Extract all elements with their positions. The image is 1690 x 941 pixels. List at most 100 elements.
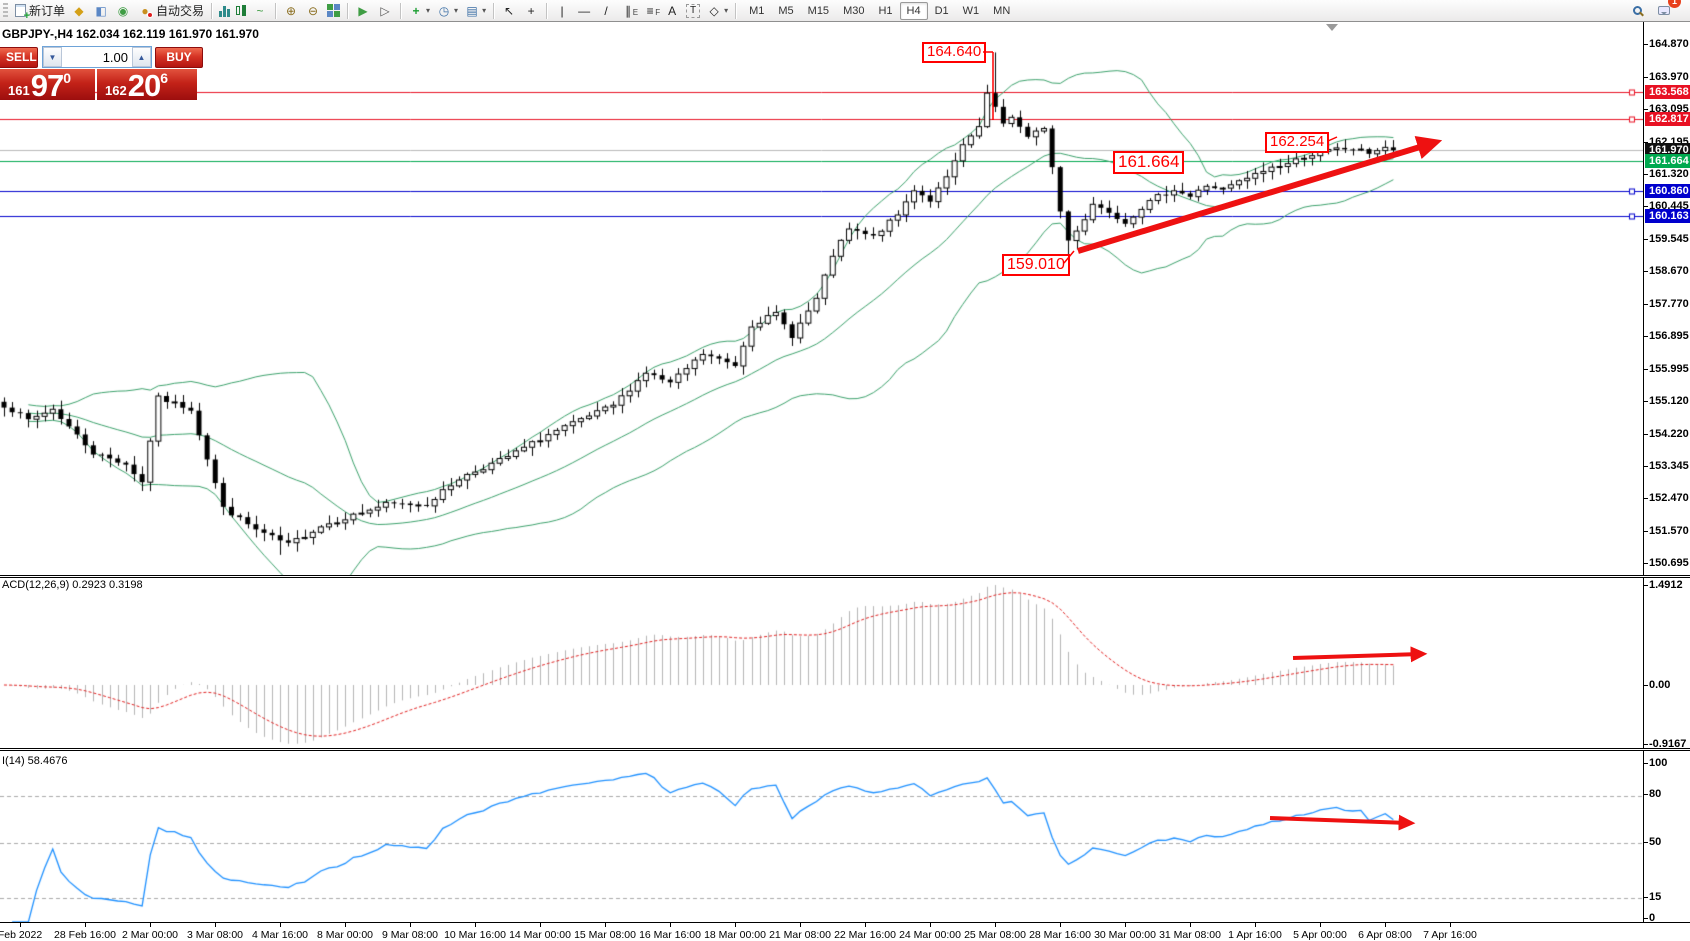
line-chart-icon[interactable]: ~ (249, 1, 271, 21)
shapes-button[interactable]: ◇ ▾ (703, 1, 731, 21)
crosshair-button[interactable]: + (520, 1, 542, 21)
rsi-panel-canvas[interactable] (0, 751, 1643, 922)
chart-shift-icon[interactable]: ▷ (374, 1, 396, 21)
price-tick-label: 156.895 (1649, 330, 1689, 342)
trend-line-button-glyph: / (604, 3, 608, 18)
search-icon (1633, 6, 1642, 15)
toolbar-separator (347, 2, 349, 19)
market-watch-icon-glyph: ◧ (95, 3, 107, 18)
time-tick (605, 923, 606, 927)
text-button[interactable]: A (661, 1, 683, 21)
tf-button-M30[interactable]: M30 (836, 2, 871, 20)
time-label: 1 Apr 16:00 (1228, 929, 1282, 941)
tf-button-M5[interactable]: M5 (771, 2, 800, 20)
sell-price-display[interactable]: 161 97 0 (0, 69, 95, 101)
equidistant-channel-button[interactable]: ∥ E (617, 1, 639, 21)
volume-stepper: ▼ 1.00 ▲ (42, 46, 152, 68)
axis-tick (1644, 401, 1648, 402)
line-chart-icon-glyph: ~ (256, 3, 264, 18)
period-button[interactable]: ◷ ▾ (433, 1, 461, 21)
time-label: 21 Mar 08:00 (769, 929, 831, 941)
annotation-161664[interactable]: 161.664 (1113, 151, 1185, 174)
plus-icon: + (23, 10, 30, 22)
trend-line-button[interactable]: / (595, 1, 617, 21)
profile-icon[interactable]: ◆ (68, 1, 90, 21)
signals-icon[interactable]: ◉ (112, 1, 134, 21)
axis-tick (1644, 239, 1648, 240)
add-indicator-button[interactable]: + ▾ (405, 1, 433, 21)
vertical-line-button-glyph: | (560, 3, 564, 18)
axis-tick (1644, 466, 1648, 467)
tf-button-D1[interactable]: D1 (928, 2, 956, 20)
toolbar-separator (493, 2, 495, 19)
volume-increase-button[interactable]: ▲ (132, 47, 151, 67)
time-tick (410, 923, 411, 927)
one-click-trading-panel: SELL ▼ 1.00 ▲ BUY 161 97 0 162 20 6 (0, 46, 210, 101)
time-axis[interactable]: Feb 2022 28 Feb 16:00 2 Mar 00:00 3 Mar 08:… (0, 922, 1690, 941)
tf-button-M15[interactable]: M15 (801, 2, 836, 20)
price-tick-label: 157.770 (1649, 298, 1689, 310)
axis-tick (1644, 434, 1648, 435)
candlestick-icon (236, 4, 247, 17)
notifications-button[interactable]: 1 (1655, 0, 1681, 21)
rsi-indicator-label: I(14) 58.4676 (2, 755, 68, 767)
search-button[interactable] (1630, 1, 1645, 21)
cursor-button[interactable]: ↖ (498, 1, 520, 21)
auto-scroll-icon[interactable]: ▶ (352, 1, 374, 21)
annotation-159010[interactable]: 159.010 (1002, 254, 1070, 276)
tf-button-W1[interactable]: W1 (956, 2, 987, 20)
volume-value[interactable]: 1.00 (102, 49, 128, 65)
horizontal-line-button[interactable]: — (573, 1, 595, 21)
add-indicator-button-glyph: + (412, 3, 420, 18)
zoom-in-icon[interactable]: ⊕ (280, 1, 302, 21)
candlestick-chart-icon[interactable] (233, 1, 249, 21)
tf-button-MN[interactable]: MN (986, 2, 1017, 20)
tf-button-H4[interactable]: H4 (899, 1, 928, 20)
price-axis[interactable]: 164.870 163.970 163.095 162.195 161.320 160.4… (1643, 22, 1690, 924)
price-tick-label: 158.670 (1649, 265, 1689, 277)
fibonacci-button[interactable]: ≡ F (639, 1, 661, 21)
tf-button-M1[interactable]: M1 (742, 2, 771, 20)
chart-shift-marker[interactable] (1326, 24, 1338, 31)
axis-tick (1644, 498, 1648, 499)
bar-chart-icon[interactable] (216, 1, 233, 21)
rsi-panel-separator[interactable] (0, 748, 1690, 751)
price-tick-label: 155.120 (1649, 395, 1689, 407)
macd-panel-separator[interactable] (0, 575, 1690, 578)
time-tick (1320, 923, 1321, 927)
time-tick (475, 923, 476, 927)
time-tick (1125, 923, 1126, 927)
buy-button[interactable]: BUY (155, 46, 203, 68)
vertical-line-button[interactable]: | (551, 1, 573, 21)
time-label: 2 Mar 00:00 (121, 929, 179, 941)
zoom-out-icon-glyph: ⊖ (308, 3, 319, 18)
time-label: 6 Apr 08:00 (1358, 929, 1412, 941)
auto-trading-button[interactable]: ● 自动交易 (134, 1, 207, 21)
template-button[interactable]: ▤ ▾ (461, 1, 489, 21)
market-watch-icon[interactable]: ◧ (90, 1, 112, 21)
time-label: 8 Mar 00:00 (316, 929, 374, 941)
new-order-button[interactable]: + 新订单 (12, 1, 68, 22)
period-button-glyph: ◷ (438, 3, 450, 18)
toolbar-grip[interactable] (3, 2, 8, 19)
text-label-button[interactable]: T (683, 1, 703, 21)
tile-windows-icon[interactable] (324, 1, 343, 21)
annotation-164640[interactable]: 164.640 (922, 42, 987, 63)
price-tick-label: 154.220 (1649, 428, 1689, 440)
sell-button[interactable]: SELL (0, 46, 38, 68)
annotation-162254[interactable]: 162.254 (1265, 132, 1330, 153)
axis-tick (1644, 304, 1648, 305)
chat-icon (1658, 6, 1670, 15)
buy-price-display[interactable]: 162 20 6 (97, 69, 197, 101)
time-label: 5 Apr 00:00 (1293, 929, 1347, 941)
macd-panel-canvas[interactable] (0, 578, 1643, 748)
time-tick (1060, 923, 1061, 927)
zoom-out-icon[interactable]: ⊖ (302, 1, 324, 21)
macd-axis-label: 1.4912 (1649, 579, 1683, 591)
auto-trading-button-label: 自动交易 (156, 4, 205, 18)
tf-button-H1[interactable]: H1 (871, 2, 899, 20)
price-tick-label: 164.870 (1649, 38, 1689, 50)
price-chart-canvas[interactable] (0, 22, 1643, 575)
rsi-axis-label: 15 (1649, 891, 1662, 903)
volume-decrease-button[interactable]: ▼ (43, 47, 62, 67)
